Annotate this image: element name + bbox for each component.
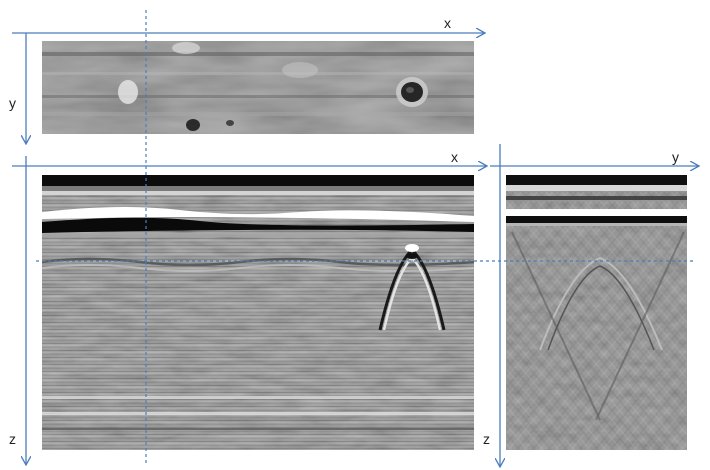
top-y-axis-label: y: [9, 95, 16, 111]
bottom-left-z-axis-label: z: [9, 431, 16, 447]
bottom-right-y-axis-label: y: [672, 149, 679, 165]
bottom-right-z-axis-label: z: [483, 431, 490, 447]
bottom-left-x-axis-label: x: [451, 149, 458, 165]
plan-view-image: [42, 41, 474, 134]
xz-section-image: [42, 175, 474, 450]
yz-section-image: [506, 175, 687, 450]
top-x-axis-label: x: [444, 15, 451, 31]
